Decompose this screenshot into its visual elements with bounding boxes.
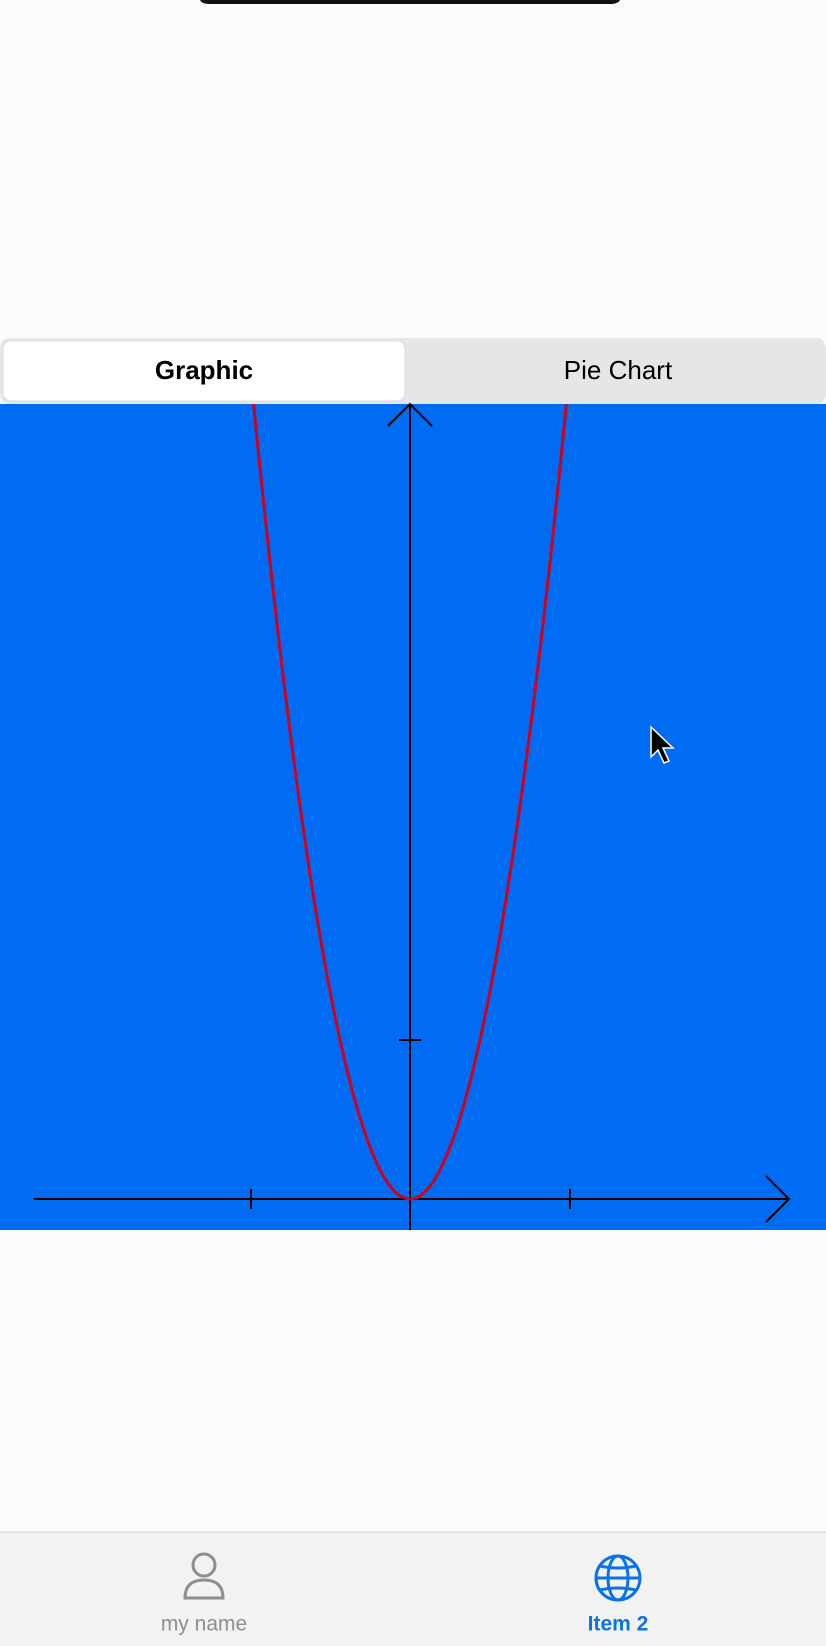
notch	[200, 0, 620, 4]
y-arrow	[387, 402, 433, 427]
graphic-canvas	[0, 404, 826, 1230]
tab-label[interactable]: my name	[161, 1613, 247, 1636]
tab-label[interactable]: Item 2	[588, 1613, 649, 1636]
person-icon[interactable]	[183, 1552, 225, 1600]
segment-label[interactable]: Pie Chart	[564, 355, 673, 385]
segment-selected[interactable]	[2, 340, 406, 402]
globe-icon[interactable]	[594, 1554, 642, 1602]
segment-label[interactable]: Graphic	[155, 355, 253, 385]
parabola	[252, 404, 568, 1201]
tab-bar	[0, 1532, 826, 1646]
x-arrow	[765, 1175, 791, 1223]
axes	[34, 402, 791, 1230]
cursor	[650, 725, 675, 764]
